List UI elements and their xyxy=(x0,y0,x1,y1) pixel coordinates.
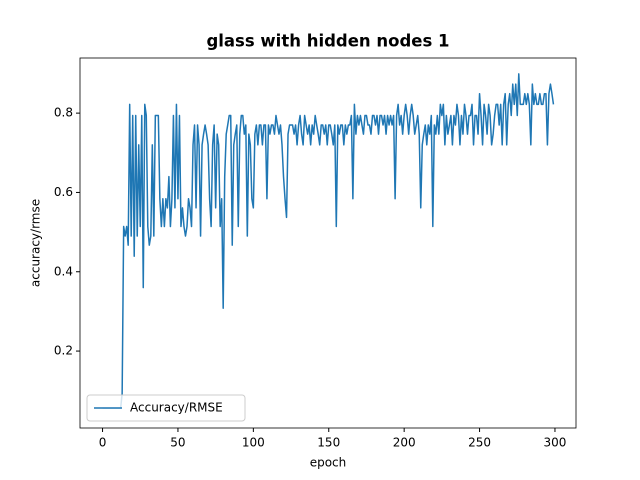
x-axis-label: epoch xyxy=(310,456,347,470)
data-line xyxy=(102,73,555,409)
x-tick-label: 0 xyxy=(99,436,107,450)
x-tick-label: 100 xyxy=(242,436,265,450)
x-tick-label: 300 xyxy=(544,436,567,450)
y-tick-label: 0.8 xyxy=(54,106,73,120)
y-tick-label: 0.4 xyxy=(54,264,73,278)
y-axis-label: accuracy/rmse xyxy=(29,199,43,287)
x-tick-label: 250 xyxy=(468,436,491,450)
x-tick-label: 50 xyxy=(170,436,185,450)
plot-frame xyxy=(79,57,577,429)
chart-title: glass with hidden nodes 1 xyxy=(206,32,449,51)
legend-label: Accuracy/RMSE xyxy=(130,401,223,415)
y-tick-label: 0.6 xyxy=(54,185,73,199)
legend-box xyxy=(86,394,246,422)
x-tick-label: 200 xyxy=(393,436,416,450)
y-tick-label: 0.2 xyxy=(54,344,73,358)
x-tick-label: 150 xyxy=(317,436,340,450)
